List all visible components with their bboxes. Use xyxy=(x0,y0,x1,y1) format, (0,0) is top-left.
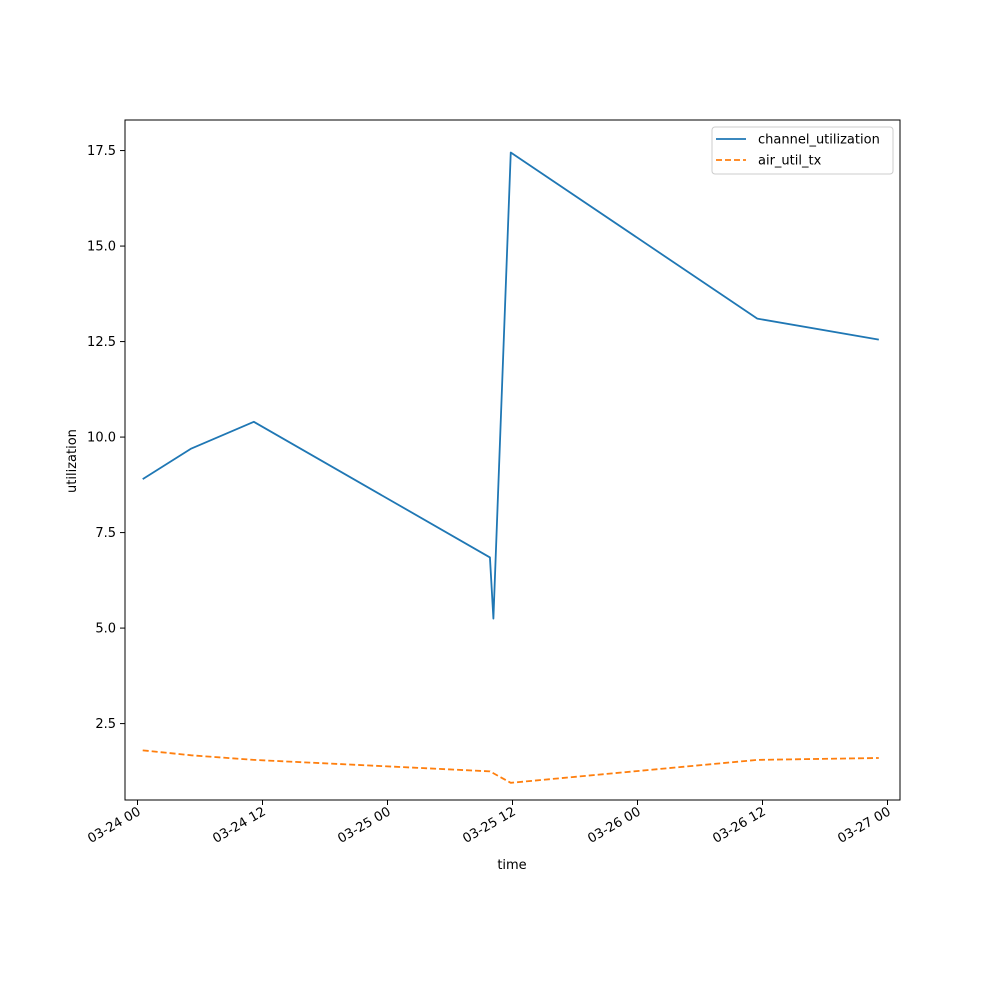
y-tick-label: 12.5 xyxy=(87,335,116,350)
series-line-channel_utilization xyxy=(142,151,879,620)
y-axis-label: utilization xyxy=(65,429,80,493)
x-axis-label: time xyxy=(497,858,526,873)
series-line-air_util_tx xyxy=(142,749,879,784)
y-tick-label: 10.0 xyxy=(87,431,116,446)
plot-frame xyxy=(124,119,901,801)
y-tick-label: 5.0 xyxy=(95,622,116,637)
legend-frame xyxy=(711,126,894,175)
y-tick-label: 15.0 xyxy=(87,240,116,255)
series-layer xyxy=(142,151,879,784)
legend-label: channel_utilization xyxy=(758,133,880,148)
y-tick-label: 2.5 xyxy=(95,717,116,732)
legend: channel_utilization air_util_tx xyxy=(711,126,894,175)
y-axis-ticks: 2.5 5.0 7.5 10.0 12.5 15.0 17.5 xyxy=(87,144,125,732)
y-tick-label: 7.5 xyxy=(95,526,116,541)
plot-area xyxy=(125,120,900,800)
legend-label: air_util_tx xyxy=(758,154,822,169)
y-tick-label: 17.5 xyxy=(87,144,116,159)
